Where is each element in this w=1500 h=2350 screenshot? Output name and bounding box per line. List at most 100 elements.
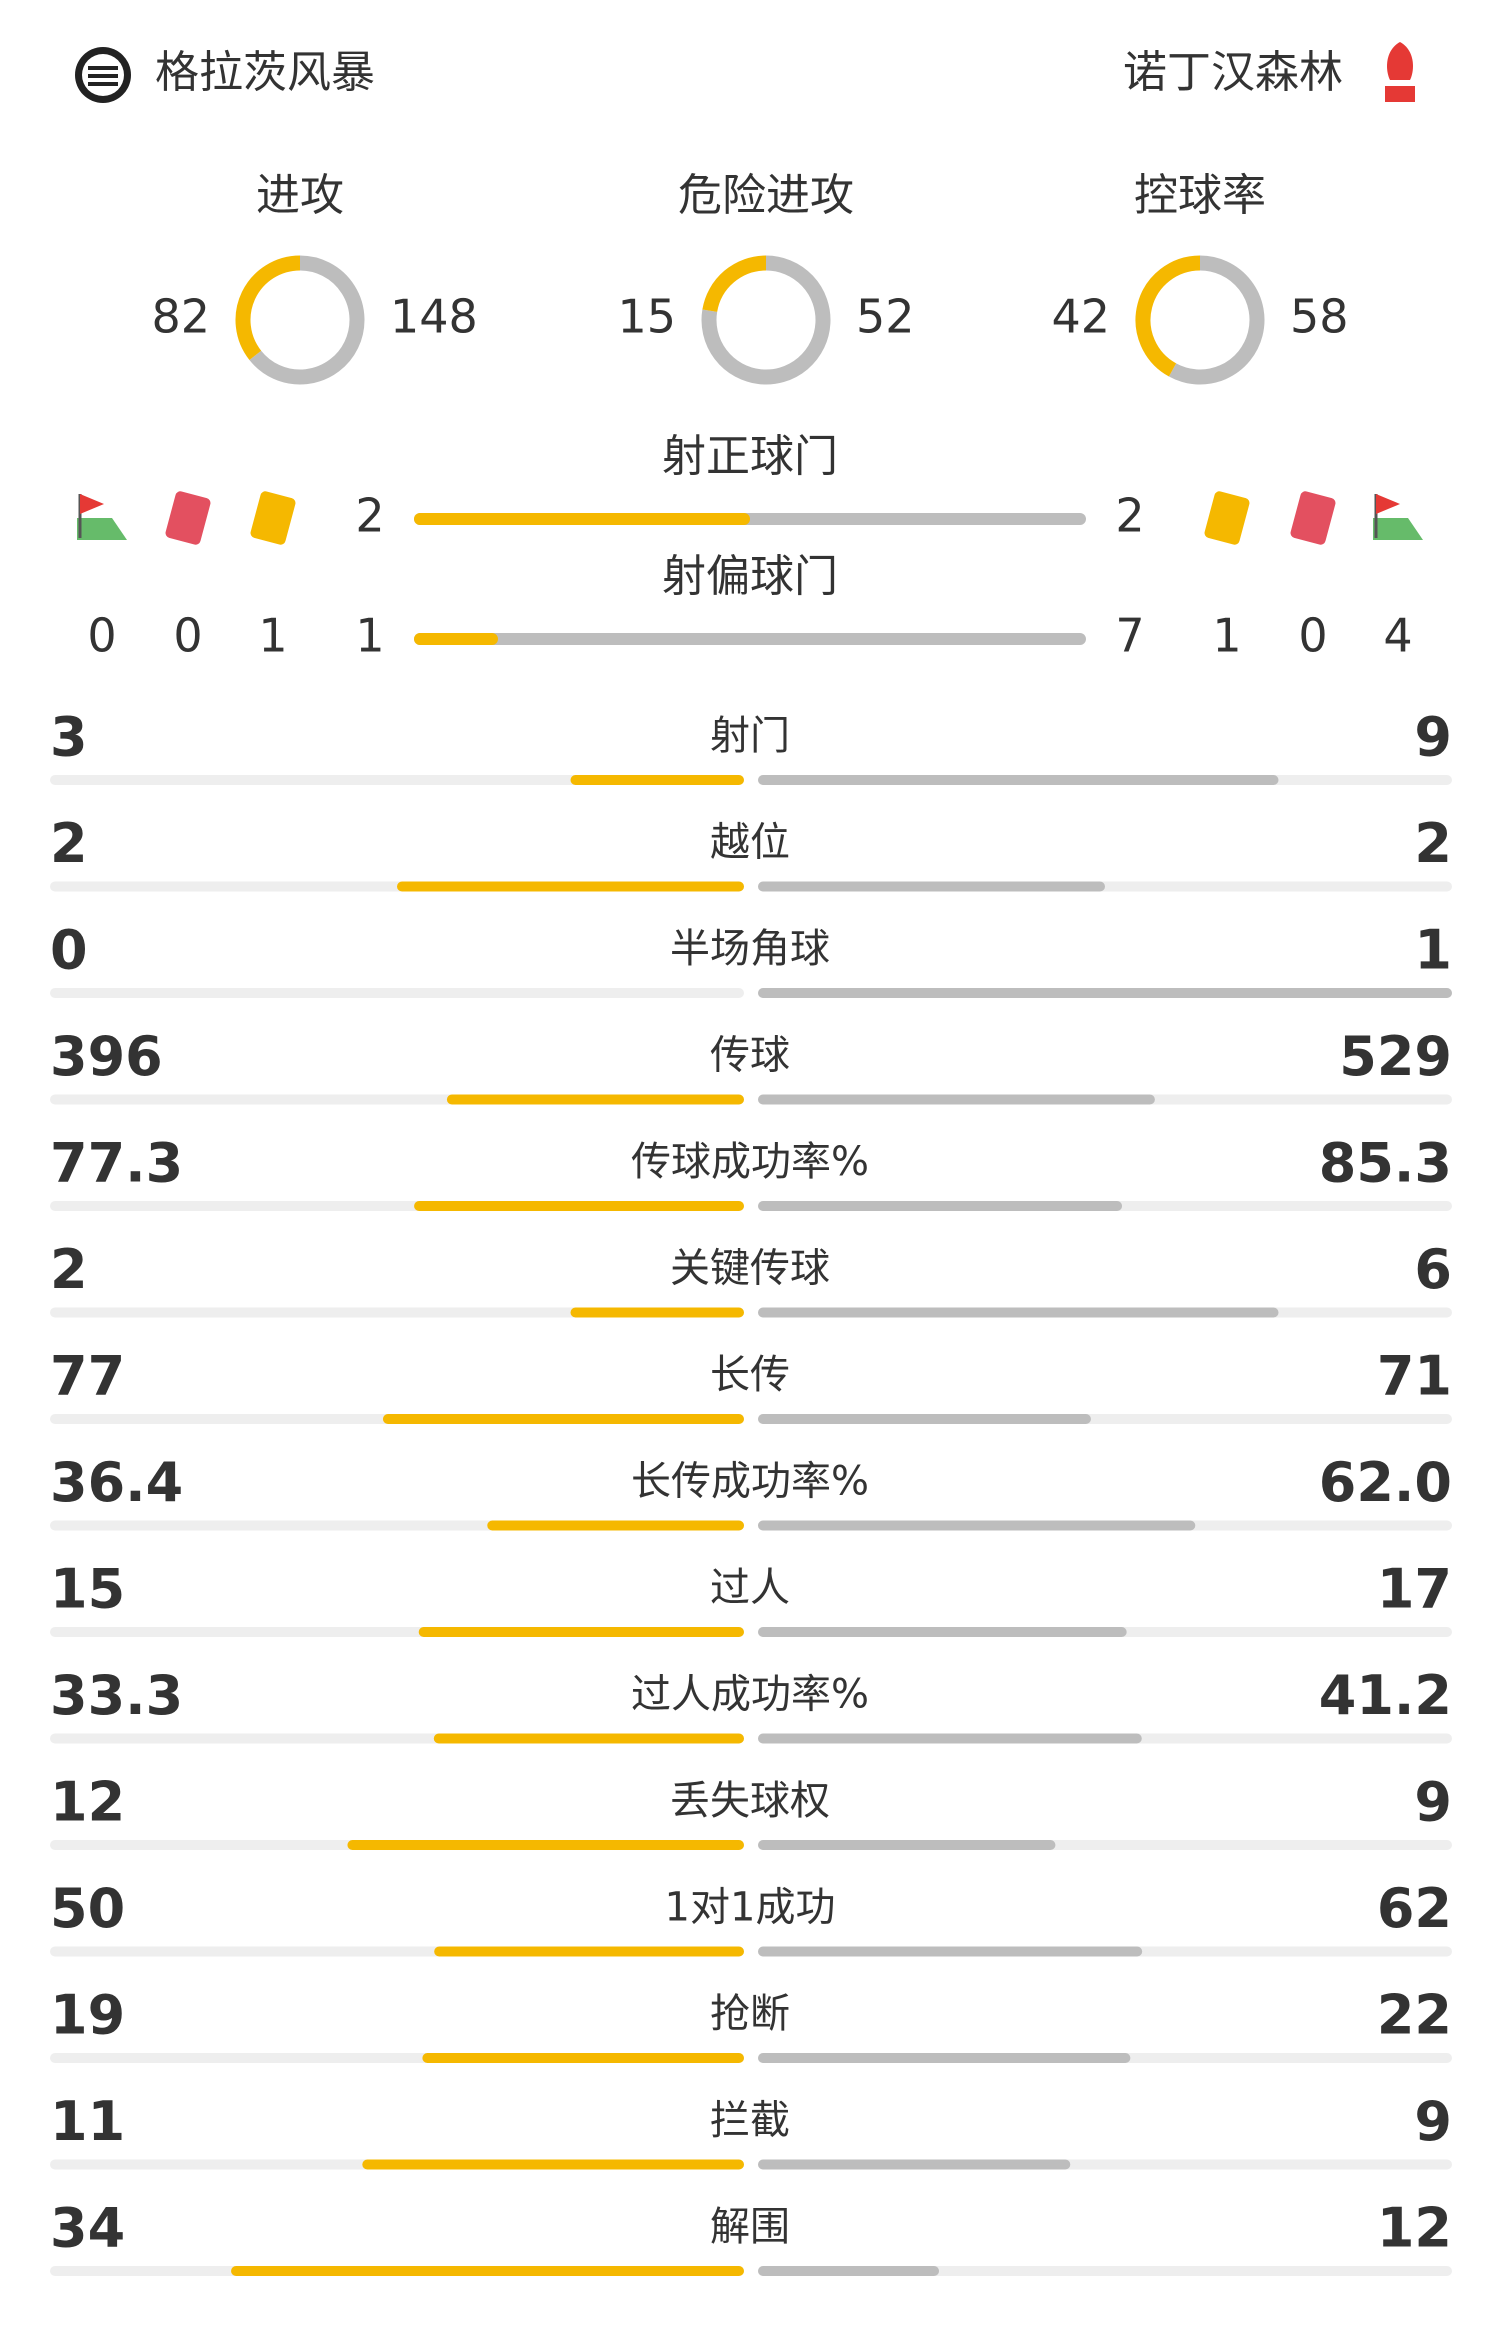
stat-home-value: 36.4 bbox=[50, 1451, 183, 1514]
flag bbox=[1376, 494, 1400, 514]
stat-home-value: 15 bbox=[50, 1558, 125, 1621]
home-bar bbox=[362, 2159, 744, 2170]
away-team-name: 诺丁汉森林 bbox=[1123, 47, 1343, 98]
stat-label: 传球成功率% bbox=[631, 1139, 869, 1185]
flag bbox=[80, 494, 104, 514]
away-bar bbox=[758, 2266, 940, 2276]
stat-label: 长传 bbox=[710, 1352, 790, 1398]
yellow-icon bbox=[1204, 491, 1250, 545]
stat-home-value: 77 bbox=[50, 1345, 125, 1408]
stat-away-value: 41.2 bbox=[1319, 1664, 1452, 1727]
stat-home-value: 50 bbox=[50, 1877, 125, 1940]
stat-away-value: 9 bbox=[1414, 2090, 1452, 2153]
stat-away-value: 6 bbox=[1414, 1238, 1452, 1301]
shot-away-bar bbox=[414, 633, 1086, 645]
stat-home-value: 34 bbox=[50, 2197, 125, 2260]
stat-home-value: 11 bbox=[50, 2090, 125, 2153]
home-bar bbox=[487, 1520, 744, 1531]
away-bar bbox=[758, 1520, 1196, 1531]
ring-label: 危险进攻 bbox=[678, 170, 854, 221]
corners-icon bbox=[1373, 494, 1423, 540]
away-bar bbox=[758, 2159, 1071, 2170]
ring-label: 进攻 bbox=[256, 170, 344, 221]
stat-home-value: 12 bbox=[50, 1771, 125, 1834]
stat-away-value: 62.0 bbox=[1319, 1451, 1452, 1514]
home-bar bbox=[347, 1840, 744, 1850]
stat-label: 解围 bbox=[710, 2204, 790, 2250]
away-bar bbox=[758, 1733, 1142, 1744]
stat-label: 1对1成功 bbox=[665, 1885, 836, 1931]
ring-away-value: 148 bbox=[390, 290, 478, 344]
home-bar bbox=[434, 1946, 744, 1957]
stat-home-value: 19 bbox=[50, 1984, 125, 2047]
ring-home-arc bbox=[235, 255, 301, 361]
home-bar bbox=[433, 1733, 744, 1744]
shot-home-bar bbox=[414, 633, 498, 645]
away-bar bbox=[758, 988, 1452, 998]
stat-label: 过人 bbox=[710, 1565, 790, 1611]
corners-icon bbox=[77, 494, 127, 540]
stat-away-value: 12 bbox=[1377, 2197, 1452, 2260]
shot-home-value: 1 bbox=[355, 609, 384, 663]
card-count: 4 bbox=[1383, 609, 1412, 663]
stat-label: 越位 bbox=[710, 820, 790, 866]
shot-label: 射偏球门 bbox=[662, 551, 838, 602]
shot-away-value: 7 bbox=[1115, 609, 1144, 663]
home-bar bbox=[446, 1094, 744, 1105]
shot-home-bar bbox=[414, 513, 750, 525]
ring-home-arc bbox=[1135, 255, 1201, 377]
away-bar bbox=[758, 1094, 1155, 1105]
away-bar bbox=[758, 1627, 1127, 1637]
stat-home-value: 396 bbox=[50, 1025, 163, 1088]
stat-label: 抢断 bbox=[710, 1991, 790, 2037]
stat-label: 射门 bbox=[710, 713, 790, 759]
shot-label: 射正球门 bbox=[662, 431, 838, 482]
stat-home-value: 2 bbox=[50, 1238, 88, 1301]
ring-home-arc bbox=[702, 255, 767, 313]
home-track bbox=[50, 775, 744, 785]
stat-label: 半场角球 bbox=[670, 926, 830, 972]
home-bar bbox=[397, 881, 744, 892]
away-bar bbox=[758, 1414, 1091, 1424]
home-bar bbox=[570, 1307, 744, 1318]
stat-away-value: 9 bbox=[1414, 706, 1452, 769]
field bbox=[77, 518, 127, 540]
home-logo bbox=[75, 47, 131, 103]
home-team-name: 格拉茨风暴 bbox=[155, 47, 375, 98]
home-bar bbox=[231, 2266, 745, 2276]
stat-label: 关键传球 bbox=[670, 1246, 830, 1292]
away-bar bbox=[758, 1946, 1143, 1957]
stat-label: 长传成功率% bbox=[631, 1459, 869, 1505]
stat-label: 丢失球权 bbox=[670, 1778, 830, 1824]
yellow-icon bbox=[250, 491, 296, 545]
ring-away-value: 52 bbox=[856, 290, 915, 344]
stat-away-value: 62 bbox=[1377, 1877, 1452, 1940]
stat-away-value: 529 bbox=[1339, 1025, 1452, 1088]
stat-home-value: 3 bbox=[50, 706, 88, 769]
away-bar bbox=[758, 881, 1105, 892]
stat-away-value: 1 bbox=[1414, 919, 1452, 982]
card-count: 0 bbox=[87, 609, 116, 663]
red-icon bbox=[165, 491, 211, 545]
away-bar bbox=[758, 2053, 1131, 2063]
ring-away-arc bbox=[249, 255, 365, 385]
stat-home-value: 2 bbox=[50, 812, 88, 875]
shot-away-value: 2 bbox=[1115, 489, 1144, 543]
stat-home-value: 77.3 bbox=[50, 1132, 183, 1195]
home-bar bbox=[570, 775, 744, 785]
stat-away-value: 85.3 bbox=[1319, 1132, 1452, 1195]
away-logo bbox=[1385, 42, 1415, 102]
card-count: 0 bbox=[1298, 609, 1327, 663]
home-bar bbox=[382, 1414, 744, 1424]
card bbox=[1204, 491, 1250, 545]
ring-home-value: 82 bbox=[151, 290, 210, 344]
stat-away-value: 17 bbox=[1377, 1558, 1452, 1621]
stat-home-value: 33.3 bbox=[50, 1664, 183, 1727]
stat-away-value: 71 bbox=[1377, 1345, 1452, 1408]
card bbox=[250, 491, 296, 545]
stat-home-value: 0 bbox=[50, 919, 88, 982]
away-bar bbox=[758, 1201, 1123, 1211]
stat-label: 传球 bbox=[710, 1033, 790, 1079]
